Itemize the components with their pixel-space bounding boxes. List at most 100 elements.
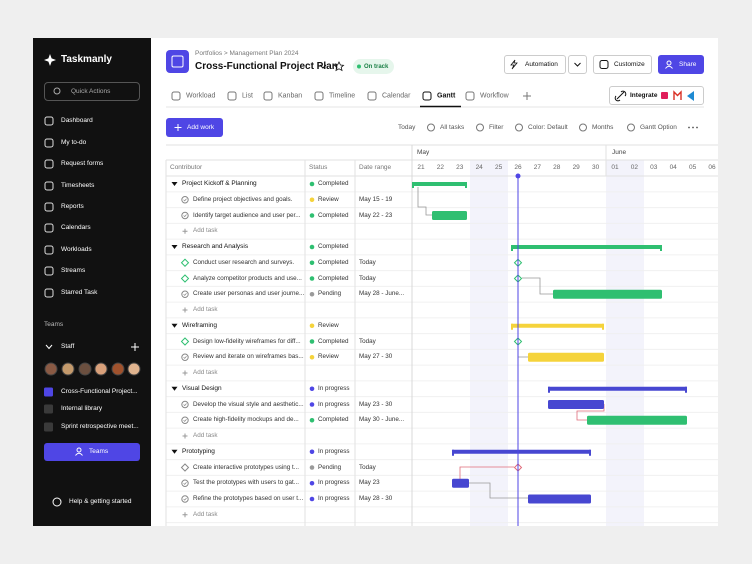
view-tab[interactable]: Workflow <box>480 92 509 100</box>
status-dot <box>309 323 315 329</box>
status-dot <box>309 417 315 423</box>
weekend-shade <box>470 160 508 526</box>
status-dot <box>309 449 315 455</box>
nav-item[interactable]: Request forms <box>61 159 104 167</box>
task-name[interactable]: Define project objectives and goals. <box>193 195 293 203</box>
task-check <box>183 293 187 296</box>
add-task[interactable]: Add task <box>193 368 218 376</box>
nav-item[interactable]: Dashboard <box>61 116 93 124</box>
automation-menu[interactable] <box>568 55 587 74</box>
status-dot <box>309 213 315 218</box>
task-name[interactable]: Develop the visual style and aesthetic..… <box>193 400 304 408</box>
task-check <box>183 482 187 485</box>
status-text: Completed <box>318 337 349 345</box>
toolbar-item[interactable]: Filter <box>489 123 504 131</box>
status-dot <box>309 244 315 250</box>
group-bar <box>511 245 662 249</box>
task-name[interactable]: Review and iterate on wireframes bas... <box>193 353 304 361</box>
milestone-icon <box>180 274 190 283</box>
toolbar-item[interactable]: Months <box>592 123 614 131</box>
task-icon <box>181 400 189 409</box>
group-name[interactable]: Prototyping <box>182 447 215 455</box>
group-name[interactable]: Visual Design <box>182 384 222 392</box>
toolbar-item[interactable]: Gantt Option <box>640 123 677 131</box>
add-task-icon <box>182 512 188 518</box>
task-name[interactable]: Analyze competitor products and use... <box>193 274 302 282</box>
view-tab[interactable]: List <box>242 92 253 100</box>
group-name[interactable]: Wireframing <box>182 321 218 329</box>
integrate-button[interactable] <box>609 86 704 105</box>
project-color <box>44 404 53 414</box>
task-name[interactable]: Conduct user research and surveys. <box>193 258 295 266</box>
nav-item[interactable]: Workloads <box>61 245 92 253</box>
view-tab[interactable]: Workload <box>186 92 216 100</box>
status-text: Review <box>318 195 339 203</box>
view-tab[interactable]: Gantt <box>437 92 456 100</box>
nav-item[interactable]: Streams <box>61 266 86 274</box>
nav-item[interactable]: Timesheets <box>61 181 95 189</box>
nav-item[interactable]: Calendars <box>61 223 91 231</box>
more-dot <box>692 126 694 129</box>
teams-icon <box>76 447 82 453</box>
icon <box>44 288 54 298</box>
share-button[interactable] <box>658 55 704 74</box>
status-text: Completed <box>318 416 349 424</box>
view-tab[interactable]: Calendar <box>382 92 411 100</box>
brand-name: Taskmanly <box>61 54 112 65</box>
milestone-icon <box>180 463 190 472</box>
automation-button[interactable] <box>504 55 566 74</box>
add-task[interactable]: Add task <box>193 431 218 439</box>
group-bar <box>548 386 687 391</box>
tool-icon <box>427 123 435 132</box>
task-name[interactable]: Create high-fidelity mockups and de... <box>193 416 299 424</box>
day-label: 23 <box>456 163 464 171</box>
teams-icon <box>75 452 83 456</box>
project-item[interactable]: Cross-Functional Project... <box>61 387 138 395</box>
nav-item[interactable]: My to-do <box>61 138 87 146</box>
team-name[interactable]: Staff <box>61 342 75 350</box>
add-task[interactable]: Add task <box>193 227 218 235</box>
add-task[interactable]: Add task <box>193 510 218 518</box>
task-name[interactable]: Create user personas and user journe... <box>193 290 305 298</box>
toolbar-item[interactable]: Color: Default <box>528 123 568 131</box>
group-name[interactable]: Research and Analysis <box>182 242 249 250</box>
group-name[interactable]: Project Kickoff & Planning <box>182 179 257 187</box>
avatar <box>94 362 108 376</box>
teams-button[interactable] <box>44 443 140 461</box>
nav-item[interactable]: Reports <box>61 202 84 210</box>
month-label: June <box>612 148 627 156</box>
project-item[interactable]: Internal library <box>61 404 103 412</box>
view-tab[interactable]: Kanban <box>278 92 303 100</box>
task-name[interactable]: Refine the prototypes based on user t... <box>193 494 304 502</box>
icon <box>44 116 54 126</box>
search-icon <box>53 87 61 95</box>
tool-icon <box>627 123 635 132</box>
group-bar <box>452 449 591 454</box>
view-tab[interactable]: Timeline <box>329 92 356 100</box>
share-icon <box>665 65 673 69</box>
nav-item[interactable]: Starred Task <box>61 288 98 296</box>
date-range: May 28 - June... <box>359 290 405 298</box>
task-name[interactable]: Identify target audience and user per... <box>193 211 301 219</box>
status-text: Review <box>318 321 339 329</box>
add-work-button[interactable] <box>166 118 223 137</box>
day-label: 25 <box>494 163 503 171</box>
project-status: On track <box>364 63 389 70</box>
day-label: 04 <box>669 163 677 171</box>
dependency-link <box>576 404 605 421</box>
task-name[interactable]: Test the prototypes with users to gat... <box>193 479 300 487</box>
project-icon <box>166 50 189 73</box>
project-item[interactable]: Sprint retrospective meet... <box>61 422 139 430</box>
day-label: 28 <box>553 163 561 171</box>
task-icon <box>181 211 189 220</box>
toolbar-item[interactable]: Today <box>398 123 416 131</box>
help-link[interactable]: Help & getting started <box>69 497 132 505</box>
customize-button[interactable] <box>593 55 652 74</box>
status-pill <box>353 59 394 74</box>
search-box[interactable] <box>44 82 140 101</box>
status-dot <box>309 496 315 502</box>
toolbar-item[interactable]: All tasks <box>440 123 465 131</box>
add-task[interactable]: Add task <box>193 305 218 313</box>
task-name[interactable]: Design low-fidelity wireframes for diff.… <box>193 337 301 345</box>
task-name[interactable]: Create interactive prototypes using t... <box>193 463 300 471</box>
